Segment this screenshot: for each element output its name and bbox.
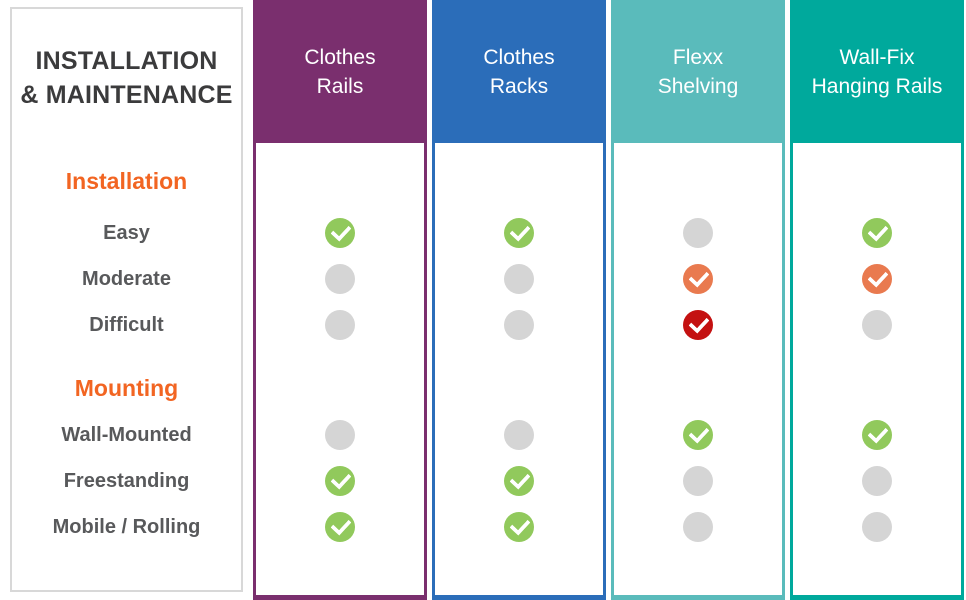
column-title-line1: Clothes [483, 45, 555, 69]
column-header-clothes-rails: Clothes Rails [253, 0, 427, 143]
status-icon [862, 466, 892, 496]
column-title-line2: Rails [316, 74, 364, 98]
column-title: Clothes Racks [483, 43, 554, 101]
row-label-wall-mounted: Wall-Mounted [61, 424, 192, 446]
table-title-line1: INSTALLATION [35, 47, 218, 75]
row-label-mobile-rolling: Mobile / Rolling [52, 516, 201, 538]
row-label-moderate: Moderate [82, 268, 171, 290]
column-title-line1: Clothes [304, 45, 376, 69]
column-title-line2: Racks [489, 74, 549, 98]
column-wall-fix-hanging-rails: Wall-Fix Hanging Rails [790, 0, 964, 600]
status-icon [862, 218, 892, 248]
status-icon [504, 420, 534, 450]
status-icon [683, 512, 713, 542]
column-title-line2: Shelving [657, 74, 739, 98]
section-heading-mounting: Mounting [74, 375, 179, 401]
status-icon [683, 264, 713, 294]
status-icon [325, 466, 355, 496]
column-clothes-rails: Clothes Rails [253, 0, 427, 600]
status-icon [325, 218, 355, 248]
column-title-line2: Hanging Rails [811, 74, 943, 98]
column-flexx-shelving: Flexx Shelving [611, 0, 785, 600]
status-icon [325, 264, 355, 294]
status-icon [862, 512, 892, 542]
row-label-easy: Easy [103, 222, 150, 244]
status-icon [325, 420, 355, 450]
column-title: Flexx Shelving [658, 43, 739, 101]
status-icon [504, 218, 534, 248]
row-label-freestanding: Freestanding [63, 470, 190, 492]
row-labels-panel [10, 7, 243, 592]
status-icon [683, 310, 713, 340]
status-icon [862, 310, 892, 340]
status-icon [683, 420, 713, 450]
column-clothes-racks: Clothes Racks [432, 0, 606, 600]
column-header-flexx-shelving: Flexx Shelving [611, 0, 785, 143]
status-icon [325, 512, 355, 542]
row-label-difficult: Difficult [89, 314, 164, 336]
table-title-line2: & MAINTENANCE [20, 81, 233, 109]
status-icon [683, 466, 713, 496]
status-icon [862, 420, 892, 450]
status-icon [504, 310, 534, 340]
status-icon [862, 264, 892, 294]
status-icon [504, 512, 534, 542]
section-heading-installation: Installation [65, 168, 188, 194]
column-header-clothes-racks: Clothes Racks [432, 0, 606, 143]
status-icon [683, 218, 713, 248]
column-title: Clothes Rails [304, 43, 375, 101]
column-title: Wall-Fix Hanging Rails [812, 43, 943, 101]
column-header-wall-fix-hanging-rails: Wall-Fix Hanging Rails [790, 0, 964, 143]
status-icon [504, 466, 534, 496]
column-title-line1: Wall-Fix [839, 45, 915, 69]
status-icon [325, 310, 355, 340]
status-icon [504, 264, 534, 294]
column-title-line1: Flexx [672, 45, 724, 69]
table-title: INSTALLATION & MAINTENANCE [10, 44, 243, 112]
